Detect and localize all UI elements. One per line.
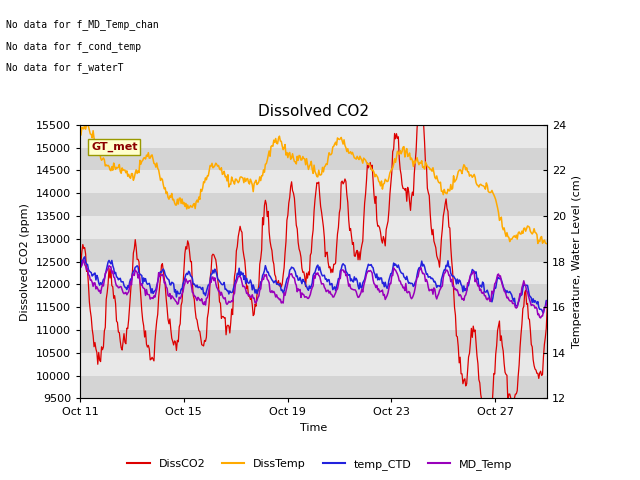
X-axis label: Time: Time bbox=[300, 423, 327, 433]
Y-axis label: Dissolved CO2 (ppm): Dissolved CO2 (ppm) bbox=[20, 203, 30, 321]
Bar bbox=[80, 330, 547, 353]
Bar bbox=[80, 125, 547, 148]
Bar bbox=[80, 284, 547, 307]
Text: GT_met: GT_met bbox=[91, 142, 138, 152]
Bar bbox=[80, 170, 547, 193]
Bar bbox=[80, 239, 547, 262]
Bar bbox=[80, 353, 547, 375]
Legend: DissCO2, DissTemp, temp_CTD, MD_Temp: DissCO2, DissTemp, temp_CTD, MD_Temp bbox=[123, 455, 517, 474]
Text: No data for f_MD_Temp_chan: No data for f_MD_Temp_chan bbox=[6, 19, 159, 30]
Bar bbox=[80, 375, 547, 398]
Bar bbox=[80, 307, 547, 330]
Bar bbox=[80, 147, 547, 170]
Text: No data for f_cond_temp: No data for f_cond_temp bbox=[6, 41, 141, 52]
Text: No data for f_waterT: No data for f_waterT bbox=[6, 62, 124, 73]
Y-axis label: Temperature, Water Level (cm): Temperature, Water Level (cm) bbox=[572, 175, 582, 348]
Bar bbox=[80, 193, 547, 216]
Title: Dissolved CO2: Dissolved CO2 bbox=[258, 105, 369, 120]
Bar bbox=[80, 262, 547, 284]
Bar bbox=[80, 216, 547, 239]
